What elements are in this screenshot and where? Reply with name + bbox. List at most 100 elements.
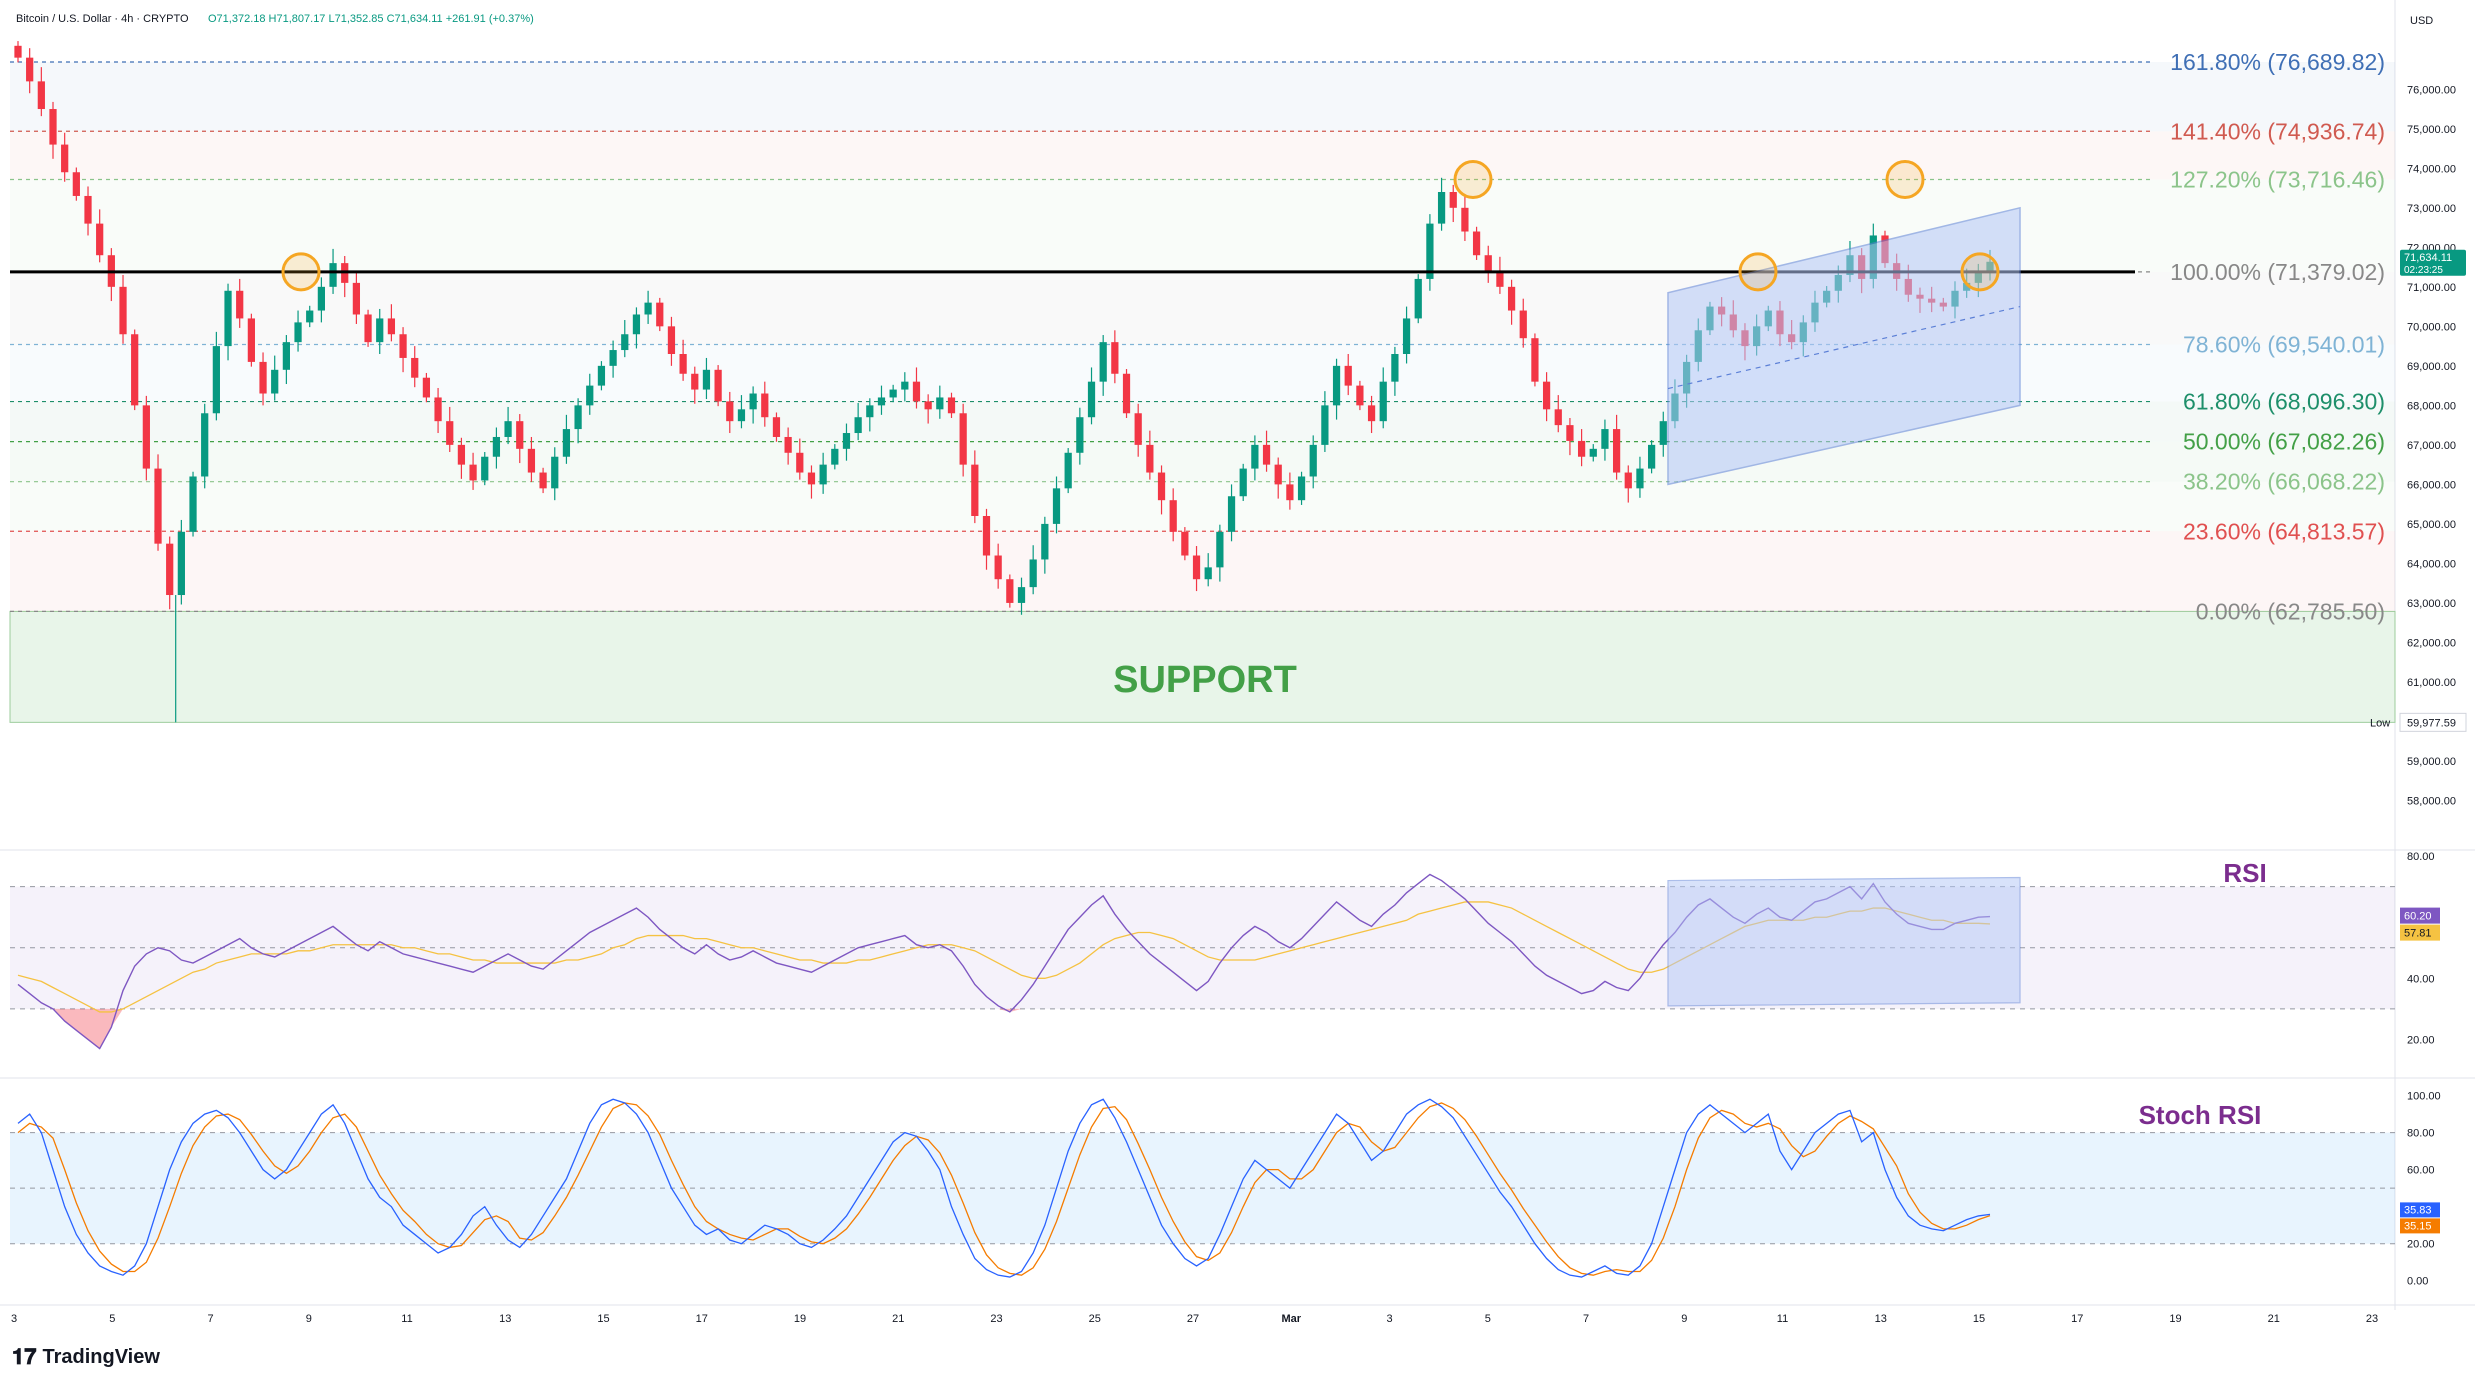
last-price-value: 71,634.11 (2404, 252, 2452, 264)
candle-body (61, 144, 69, 173)
candle-body (644, 302, 652, 315)
candle-body (621, 334, 629, 351)
tradingview-logo[interactable]: 𝟏𝟕 TradingView (12, 1342, 160, 1372)
candle-body (189, 476, 197, 532)
candle-body (609, 350, 617, 366)
ohlc-readout: O71,372.18 H71,807.17 L71,352.85 C71,634… (208, 13, 534, 25)
candle-body (1076, 417, 1084, 453)
rsi-channel (1667, 876, 2021, 1007)
stoch-d-line (17, 1102, 1991, 1276)
fib-level-label: 38.20% (66,068.22) (2183, 469, 2385, 495)
candle-body (96, 223, 104, 256)
candle-body (1122, 373, 1131, 414)
fib-level-label: 23.60% (64,813.57) (2183, 518, 2385, 544)
candle-body (667, 326, 676, 354)
stoch-tick-label: 100.00 (2407, 1091, 2441, 1103)
candle-body (1332, 365, 1341, 406)
time-tick-label: 9 (1681, 1313, 1687, 1325)
candle-body (1507, 286, 1516, 311)
time-axis[interactable]: 3 5 7 9 11 13 15 17 19 21 23 25 27 Mar 3 5 7 9 11 13 15 17 19 2… (11, 1313, 2378, 1325)
candle-body (1052, 488, 1061, 524)
chart-drawings[interactable] (10, 160, 2135, 486)
fib-level-label: 161.80% (76,689.82) (2170, 49, 2385, 75)
candle-body (294, 322, 302, 343)
candle-body (364, 314, 372, 343)
candle-body (1216, 531, 1224, 568)
time-tick-label: 25 (1089, 1313, 1101, 1325)
rsi-tick-label: 20.00 (2407, 1034, 2435, 1046)
candle-body (469, 464, 477, 481)
price-tick-label: 65,000.00 (2407, 519, 2456, 531)
fib-level-label: 0.00% (62,785.50) (2196, 598, 2385, 624)
symbol-header[interactable]: Bitcoin / U.S. Dollar · 4h · CRYPTO (16, 13, 189, 25)
time-tick-label: 21 (2268, 1313, 2280, 1325)
candle-body (842, 433, 851, 449)
candle-body (714, 369, 722, 402)
stoch-d-value-tag (2400, 1218, 2440, 1234)
candle-body (1449, 192, 1457, 208)
candle-body (994, 555, 1002, 580)
candle-body (201, 413, 209, 477)
candle-body (37, 81, 45, 110)
candle-body (131, 334, 139, 406)
candle-body (84, 195, 92, 224)
candle-body (1589, 448, 1597, 457)
candle-body (1601, 429, 1609, 449)
candle-body (854, 417, 862, 434)
candle-body (936, 397, 944, 410)
candle-body (1461, 207, 1469, 232)
fib-band (10, 531, 2395, 612)
candle-body (142, 405, 150, 469)
candle-body (434, 397, 442, 422)
candle-body (831, 448, 839, 465)
stoch-tick-label: 0.00 (2407, 1276, 2428, 1288)
candle-body (1437, 192, 1446, 224)
fib-level-label: 50.00% (67,082.26) (2183, 429, 2385, 455)
price-tick-label: 63,000.00 (2407, 598, 2456, 610)
candle-body (387, 318, 396, 335)
price-tick-label: 70,000.00 (2407, 321, 2456, 333)
candle-body (306, 310, 314, 323)
candle-body (49, 109, 57, 145)
candle-body (1146, 444, 1154, 473)
candle-body (1542, 381, 1551, 410)
candle-body (1554, 409, 1562, 426)
candle-body (224, 290, 232, 347)
candle-body (1251, 444, 1259, 469)
candle-body (702, 369, 711, 390)
stoch-tick-label: 80.00 (2407, 1128, 2435, 1140)
currency-label: USD (2410, 15, 2433, 27)
candle-body (1356, 385, 1364, 406)
candle-body (492, 436, 501, 457)
candle-body (1006, 579, 1014, 603)
time-tick-label: 15 (597, 1313, 609, 1325)
time-tick-label: 21 (892, 1313, 904, 1325)
candle-body (1519, 310, 1527, 339)
candle-body (1286, 484, 1294, 501)
candle-body (901, 381, 909, 390)
time-tick-label: Mar (1281, 1313, 1301, 1325)
time-tick-label: 7 (207, 1313, 213, 1325)
candle-body (422, 377, 431, 398)
rsi-ma-line (17, 901, 1991, 1013)
time-tick-label: 17 (2071, 1313, 2083, 1325)
rsi-ma-value-tag (2400, 924, 2440, 941)
candle-body (574, 405, 582, 430)
candle-body (1181, 531, 1189, 556)
time-tick-label: 15 (1973, 1313, 1985, 1325)
candle-body (1041, 523, 1049, 560)
candle-body (1239, 468, 1247, 497)
support-label: SUPPORT (1113, 659, 1297, 701)
candle-body (376, 318, 384, 343)
touch-highlight-circle (1453, 160, 1493, 200)
candle-body (807, 472, 816, 485)
price-axis[interactable]: 76,000.0075,000.0074,000.0073,000.0072,0… (2370, 84, 2467, 807)
stoch-k-line (17, 1098, 1991, 1278)
time-tick-label: 3 (1386, 1313, 1392, 1325)
candle-body (1111, 342, 1119, 374)
touch-highlight-circle (1738, 252, 1778, 292)
candle-body (1134, 413, 1142, 445)
time-tick-label: 19 (2169, 1313, 2181, 1325)
touch-highlight-circle (281, 252, 321, 292)
